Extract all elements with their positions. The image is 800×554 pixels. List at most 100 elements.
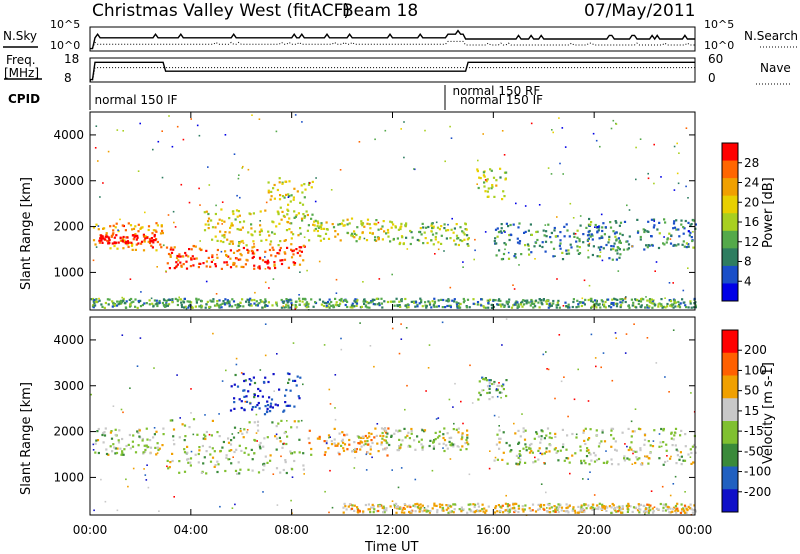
heatmap-cell [251, 469, 254, 472]
heatmap-cell [627, 243, 631, 246]
heatmap-cell [692, 231, 694, 233]
heatmap-cell [290, 243, 293, 246]
heatmap-cell [541, 245, 544, 249]
heatmap-cell [626, 204, 628, 207]
heatmap-cell [418, 302, 421, 305]
heatmap-cell [353, 230, 356, 233]
heatmap-cell [301, 191, 304, 194]
heatmap-cell [229, 257, 232, 260]
heatmap-cell [449, 510, 452, 513]
heatmap-cell [555, 306, 558, 309]
heatmap-cell [285, 298, 288, 301]
heatmap-cell [612, 247, 615, 251]
heatmap-cell [444, 306, 447, 309]
heatmap-cell [280, 419, 283, 422]
heatmap-cell [460, 438, 463, 441]
heatmap-cell [176, 125, 179, 128]
heatmap-cell [230, 449, 233, 452]
heatmap-cell [500, 305, 503, 308]
heatmap-cell [573, 509, 576, 512]
heatmap-cell [385, 431, 388, 434]
heatmap-cell [284, 252, 287, 255]
heatmap-cell [690, 236, 693, 239]
heatmap-cell [236, 215, 239, 218]
heatmap-cell [343, 433, 346, 436]
heatmap-cell [548, 450, 551, 453]
heatmap-cell [366, 301, 369, 304]
heatmap-cell [310, 453, 313, 456]
heatmap-cell [92, 226, 96, 229]
heatmap-cell [261, 395, 264, 398]
power-colorbar-label: Power [dB] [761, 177, 776, 248]
heatmap-cell [339, 223, 342, 226]
heatmap-cell [385, 441, 388, 444]
heatmap-cell [280, 455, 282, 458]
heatmap-cell [361, 441, 364, 444]
heatmap-cell [539, 505, 542, 508]
heatmap-cell [366, 440, 369, 443]
heatmap-cell [544, 240, 548, 243]
heatmap-cell [578, 246, 581, 249]
heatmap-cell [639, 235, 642, 239]
heatmap-cell [562, 173, 564, 175]
colorbar-swatch [722, 489, 738, 513]
heatmap-cell [162, 427, 165, 430]
heatmap-cell [241, 298, 244, 301]
heatmap-cell [382, 220, 385, 223]
heatmap-cell [212, 259, 215, 261]
heatmap-cell [462, 231, 465, 234]
heatmap-cell [391, 273, 393, 276]
heatmap-cell [532, 306, 535, 309]
heatmap-cell [507, 301, 510, 304]
heatmap-cell [382, 511, 385, 514]
heatmap-cell [443, 227, 446, 230]
heatmap-cell [104, 235, 107, 238]
heatmap-cell [618, 256, 621, 259]
heatmap-cell [554, 435, 557, 438]
heatmap-cell [125, 240, 128, 243]
heatmap-cell [621, 505, 624, 508]
heatmap-cell [445, 229, 448, 232]
heatmap-cell [314, 200, 317, 203]
heatmap-cell [450, 442, 453, 445]
heatmap-cell [374, 427, 377, 430]
heatmap-cell [317, 226, 320, 229]
heatmap-cell [443, 250, 445, 252]
heatmap-cell [448, 299, 451, 302]
heatmap-cell [240, 406, 243, 410]
heatmap-cell [421, 305, 424, 308]
heatmap-cell [566, 506, 569, 509]
heatmap-cell [368, 508, 371, 511]
heatmap-cell [443, 439, 447, 442]
heatmap-cell [376, 442, 379, 445]
heatmap-cell [636, 509, 640, 512]
heatmap-cell [421, 504, 424, 507]
heatmap-cell [240, 265, 243, 268]
heatmap-cell [487, 302, 490, 305]
heatmap-cell [336, 233, 340, 236]
heatmap-cell [251, 458, 254, 461]
heatmap-cell [243, 389, 246, 392]
heatmap-cell [448, 304, 451, 307]
heatmap-cell [279, 194, 282, 197]
heatmap-cell [318, 298, 321, 301]
heatmap-cell [505, 171, 508, 174]
heatmap-cell [293, 262, 297, 265]
heatmap-cell [150, 237, 153, 240]
heatmap-cell [227, 441, 231, 444]
heatmap-cell [115, 451, 119, 455]
heatmap-cell [687, 453, 690, 456]
heatmap-cell [612, 119, 615, 122]
heatmap-cell [316, 225, 319, 228]
heatmap-cell [608, 235, 611, 238]
heatmap-cell [289, 389, 292, 392]
heatmap-cell [465, 448, 468, 451]
heatmap-cell [651, 306, 654, 309]
heatmap-cell [639, 238, 642, 241]
heatmap-cell [215, 204, 217, 207]
heatmap-cell [597, 507, 600, 511]
heatmap-cell [129, 278, 132, 280]
heatmap-cell [330, 300, 333, 304]
heatmap-cell [524, 443, 527, 446]
heatmap-cell [573, 398, 576, 401]
